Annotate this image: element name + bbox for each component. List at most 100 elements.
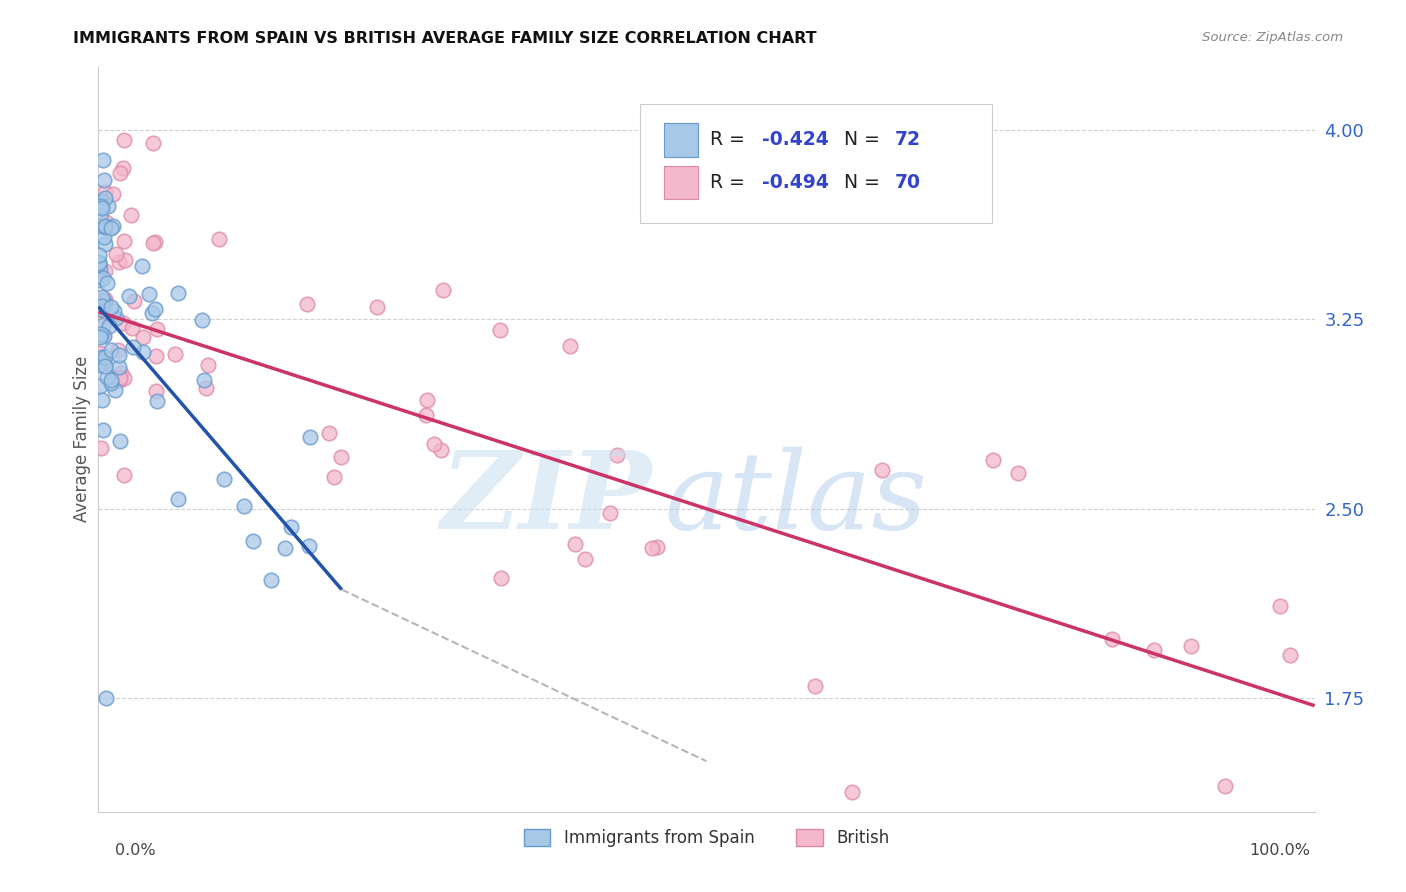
Point [194, 381, 217, 395]
Point [112, 234, 135, 248]
Point [233, 499, 256, 513]
Text: -0.424: -0.424 [762, 130, 830, 149]
Point [138, 286, 160, 301]
Point [107, 343, 129, 357]
Point [415, 393, 437, 408]
Point [208, 232, 231, 246]
Point [564, 536, 586, 550]
Point [114, 253, 136, 268]
Point [143, 235, 166, 249]
FancyBboxPatch shape [664, 166, 697, 199]
Point [110, 371, 132, 385]
Point [143, 302, 166, 317]
FancyBboxPatch shape [664, 123, 697, 157]
Point [90, 301, 112, 316]
Text: 0.0%: 0.0% [115, 843, 156, 858]
Point [100, 300, 122, 314]
Text: 72: 72 [896, 130, 921, 149]
Point [90, 199, 112, 213]
Point [1101, 632, 1123, 646]
Point [87, 219, 110, 233]
Point [93, 219, 115, 233]
Point [329, 450, 352, 465]
Text: 70: 70 [896, 173, 921, 192]
Text: Source: ZipAtlas.com: Source: ZipAtlas.com [1202, 31, 1343, 45]
Point [647, 540, 669, 554]
Point [91, 299, 114, 313]
Point [100, 221, 122, 235]
Point [146, 322, 169, 336]
Point [274, 541, 297, 555]
Point [93, 318, 115, 332]
Point [91, 327, 114, 342]
Point [104, 247, 127, 261]
Point [1007, 467, 1029, 481]
Point [91, 351, 114, 365]
Point [322, 470, 344, 484]
Point [91, 153, 114, 168]
Point [91, 293, 114, 307]
Point [90, 290, 112, 304]
Text: 100.0%: 100.0% [1250, 843, 1310, 858]
Point [108, 434, 131, 448]
FancyBboxPatch shape [640, 104, 993, 223]
Point [108, 359, 131, 374]
Point [167, 285, 190, 300]
Point [103, 187, 125, 202]
Point [260, 573, 283, 587]
Point [108, 254, 131, 268]
Point [110, 366, 132, 380]
Point [430, 442, 453, 457]
Point [100, 374, 122, 388]
Point [89, 259, 111, 273]
Point [870, 463, 893, 477]
Text: IMMIGRANTS FROM SPAIN VS BRITISH AVERAGE FAMILY SIZE CORRELATION CHART: IMMIGRANTS FROM SPAIN VS BRITISH AVERAGE… [73, 31, 817, 46]
Point [94, 219, 117, 234]
Point [94, 292, 117, 306]
Point [422, 437, 444, 451]
Point [87, 317, 110, 331]
Point [299, 430, 322, 444]
Text: ZIP: ZIP [440, 446, 652, 552]
Point [165, 346, 187, 360]
Point [142, 136, 165, 150]
Point [89, 273, 111, 287]
Point [141, 306, 163, 320]
Point [131, 259, 153, 273]
Point [100, 376, 122, 390]
Point [89, 261, 111, 276]
Point [97, 199, 120, 213]
Point [145, 384, 167, 399]
Point [96, 369, 118, 384]
Point [242, 533, 264, 548]
Point [120, 209, 142, 223]
Point [142, 235, 165, 250]
Y-axis label: Average Family Size: Average Family Size [73, 356, 91, 523]
Point [101, 219, 124, 233]
Point [91, 194, 114, 208]
Point [981, 452, 1004, 467]
Point [1143, 643, 1166, 657]
Point [104, 371, 127, 385]
Point [212, 471, 235, 485]
Point [97, 319, 120, 334]
Point [103, 384, 125, 398]
Point [432, 283, 454, 297]
Point [489, 323, 512, 337]
Point [366, 300, 388, 314]
Point [1268, 599, 1291, 613]
Point [91, 392, 114, 407]
Point [558, 339, 581, 353]
Point [574, 552, 596, 566]
Point [87, 248, 110, 262]
Point [94, 295, 117, 310]
Point [93, 173, 115, 187]
Point [280, 520, 302, 534]
Point [90, 326, 112, 341]
Point [118, 289, 141, 303]
Point [112, 132, 135, 146]
Point [1279, 648, 1302, 663]
Point [93, 299, 115, 313]
Point [104, 311, 127, 326]
Text: -0.494: -0.494 [762, 173, 830, 192]
